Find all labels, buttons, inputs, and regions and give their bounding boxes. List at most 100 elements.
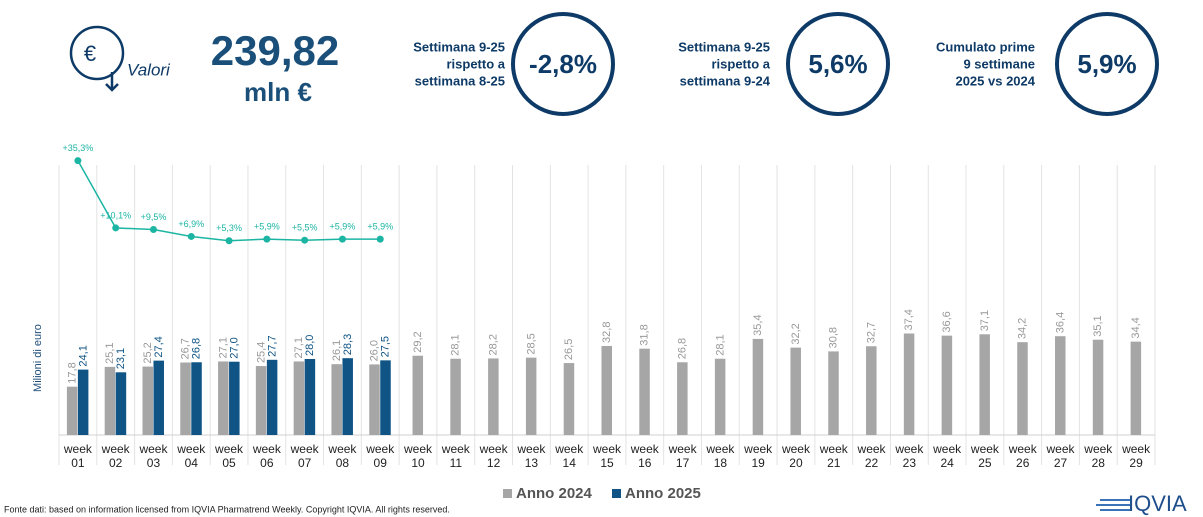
value-label: 36,6 (941, 311, 953, 332)
bar (104, 366, 116, 435)
x-tick-label: week 09 (366, 442, 395, 470)
bar (941, 335, 953, 435)
bar (191, 362, 202, 435)
value-label: 28,1 (450, 334, 462, 355)
source-note: Fonte dati: based on information license… (4, 504, 450, 514)
value-label: 25,4 (255, 342, 267, 363)
value-label: 26,5 (563, 339, 575, 360)
x-tick-label: week 11 (441, 442, 470, 470)
value-label: 25,2 (142, 342, 154, 363)
bar (304, 359, 316, 435)
x-tick-label: week 13 (517, 442, 546, 470)
value-label: 25,1 (104, 342, 116, 363)
line-point (301, 236, 309, 244)
bar (153, 360, 164, 435)
bar (1017, 342, 1028, 435)
kpi-label: settimana 9-24 (680, 73, 771, 88)
x-tick-label: week 06 (252, 442, 281, 470)
value-label: 27,7 (266, 335, 278, 356)
value-label: 35,4 (752, 314, 764, 335)
line-label: +5,9% (367, 222, 393, 232)
value-label: 34,2 (1017, 318, 1029, 339)
line-label: +5,9% (330, 222, 356, 232)
line-point (376, 235, 384, 243)
value-label: 27,1 (217, 337, 229, 358)
bar (450, 358, 461, 435)
x-tick-label: week 10 (404, 442, 433, 470)
bar (77, 369, 89, 435)
x-tick-label: week 08 (328, 442, 357, 470)
value-label: 26,7 (180, 338, 192, 359)
kpi-label: rispetto a (446, 56, 505, 71)
bar (142, 366, 153, 435)
logo: IQVIA (1096, 491, 1187, 516)
bar (866, 346, 877, 435)
bar (115, 372, 127, 435)
value-label: 26,1 (331, 340, 343, 361)
line-point (225, 237, 233, 245)
kpi-circle (786, 12, 890, 116)
kpi-value: -2,8% (529, 49, 597, 79)
kpi-label: settimana 8-25 (415, 73, 505, 88)
legend-label: Anno 2025 (625, 485, 701, 502)
value-label: 17,8 (66, 362, 78, 383)
bar (331, 364, 342, 435)
metric-value: 239,82 (211, 27, 339, 74)
bar (677, 362, 688, 435)
value-label: 24,1 (77, 345, 89, 366)
x-tick-label: week 27 (1046, 442, 1075, 470)
x-tick-label: week 03 (139, 442, 168, 470)
icon-symbol: € (84, 41, 96, 66)
bar (1055, 336, 1066, 435)
kpi-label: Settimana 9-25 (678, 39, 770, 54)
x-tick-label: week 15 (592, 442, 621, 470)
bar (255, 366, 267, 435)
x-tick-label: week 16 (630, 442, 659, 470)
line-label: +9,5% (141, 212, 167, 222)
bar (218, 361, 229, 435)
logo-lines (1096, 499, 1130, 511)
bar (1092, 339, 1104, 435)
x-tick-label: week 23 (895, 442, 924, 470)
line-label: +5,5% (292, 223, 318, 233)
value-label: 27,1 (293, 337, 305, 358)
line-label: +6,9% (178, 219, 204, 229)
bar (979, 334, 990, 435)
x-tick-label: week 02 (101, 442, 130, 470)
bar (229, 361, 240, 435)
value-label: 28,5 (525, 333, 537, 354)
x-tick-label: week 29 (1122, 442, 1151, 470)
x-tick-label: week 18 (706, 442, 735, 470)
kpi-label: Settimana 9-25 (413, 39, 505, 54)
bar (752, 338, 764, 435)
bar (180, 362, 191, 435)
x-tick-label: week 22 (857, 442, 886, 470)
kpi-value: 5,6% (808, 49, 867, 79)
bar (488, 358, 499, 435)
value-label: 27,5 (380, 336, 392, 357)
value-label: 28,3 (342, 334, 354, 355)
bar (342, 358, 353, 435)
value-label: 28,1 (714, 334, 726, 355)
x-tick-label: week 25 (970, 442, 999, 470)
logo-text: IQVIA (1128, 491, 1187, 516)
x-tick-label: week 07 (290, 442, 319, 470)
kpi-label: Cumulato prime (936, 39, 1035, 54)
x-tick-label: week 12 (479, 442, 508, 470)
value-label: 27,4 (153, 336, 165, 357)
bar (66, 386, 78, 435)
value-label: 28,0 (304, 335, 316, 356)
line-point (112, 224, 120, 232)
kpi-circle (1055, 12, 1159, 116)
y-axis-label: Milioni di euro (32, 324, 44, 392)
value-label: 37,1 (979, 310, 991, 331)
value-label: 28,2 (488, 334, 500, 355)
icon-arrow (105, 72, 119, 92)
value-label: 36,4 (1054, 312, 1066, 333)
line-point (187, 232, 195, 240)
line-label: +35,3% (63, 143, 94, 153)
value-label: 32,2 (790, 323, 802, 344)
x-tick-label: week 21 (819, 442, 848, 470)
value-label: 27,0 (228, 337, 240, 358)
metric-label: Valori (127, 60, 171, 79)
